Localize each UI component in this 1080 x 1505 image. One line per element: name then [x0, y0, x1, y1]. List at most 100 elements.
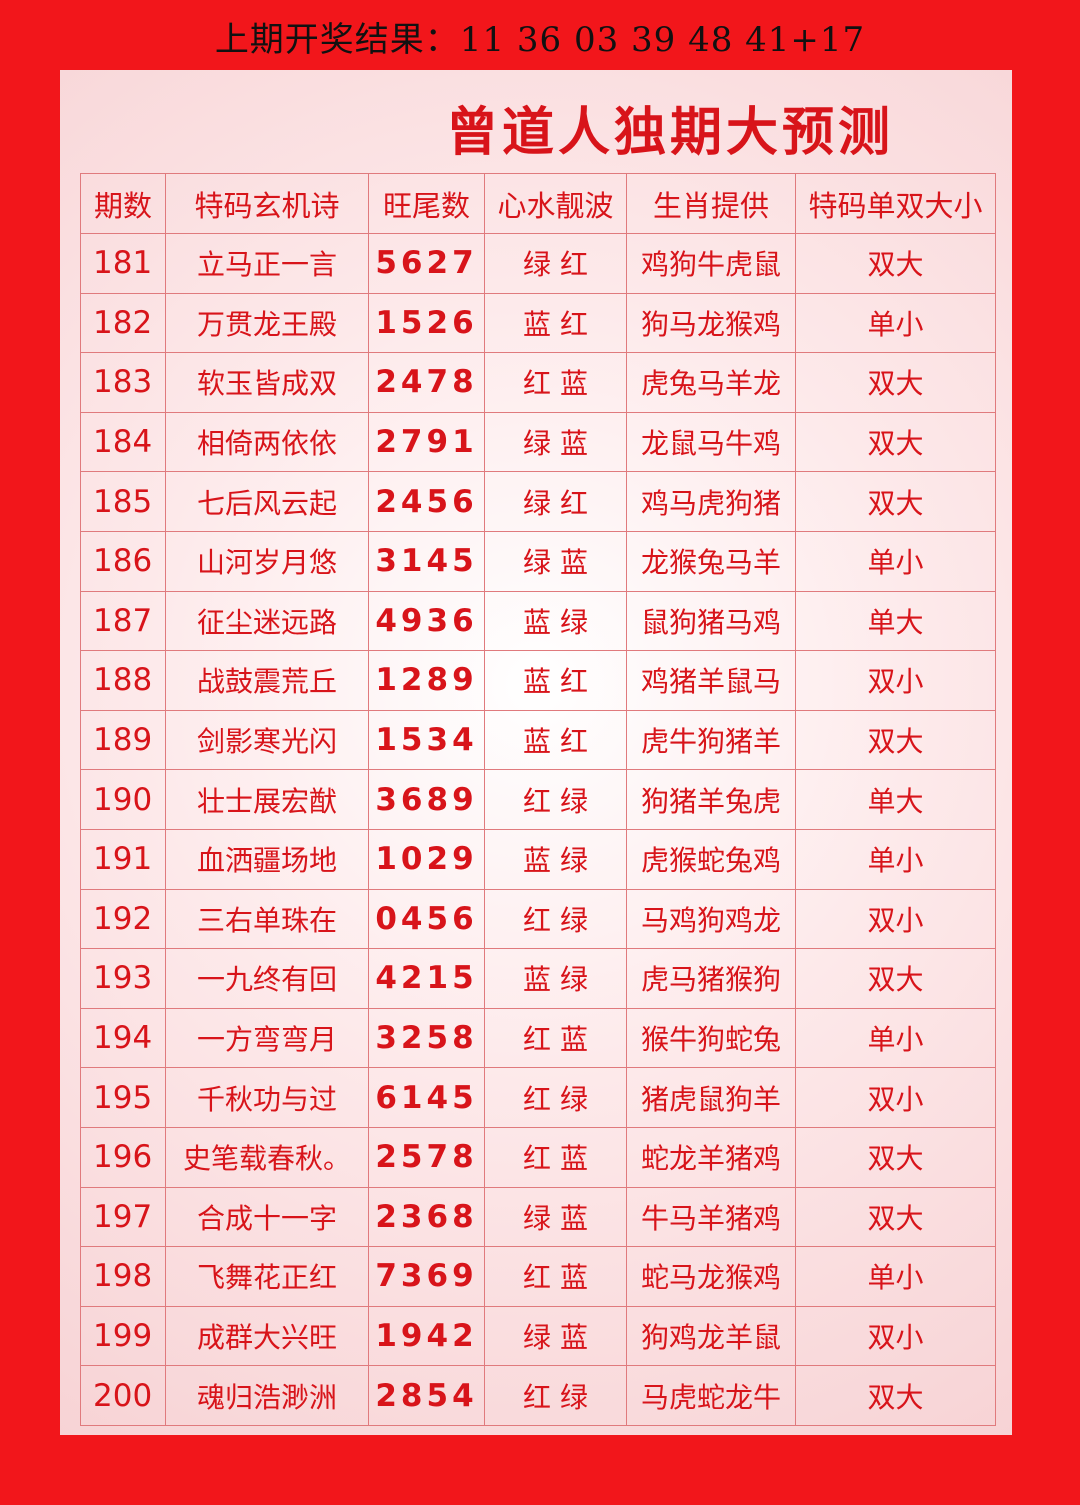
table-cell: 红 蓝: [484, 1126, 627, 1188]
table-cell: 双小: [795, 888, 996, 950]
table-cell: 188: [80, 650, 166, 711]
last-result: 上期开奖结果：11 36 03 39 48 41+17: [214, 20, 866, 60]
table-cell: 蓝 红: [484, 709, 627, 771]
table-cell: 鸡马虎狗猪: [626, 471, 796, 532]
table-cell: 血洒疆场地: [165, 828, 369, 890]
table-cell: 199: [80, 1305, 166, 1367]
column-header: 期数: [80, 173, 166, 234]
table-row: 192 三右单珠在 0456 红 绿马鸡狗鸡龙 双小: [80, 888, 996, 950]
table-cell: 0456: [368, 888, 485, 950]
table-cell: 鸡狗牛虎鼠: [626, 233, 796, 294]
table-cell: 2578: [368, 1126, 485, 1188]
table-cell: 单小: [795, 1007, 996, 1069]
table-cell: 4215: [368, 948, 485, 1009]
table-cell: 182: [80, 292, 166, 354]
table-cell: 3258: [368, 1007, 485, 1069]
table-cell: 壮士展宏猷: [165, 769, 369, 830]
table-row: 196 史笔载春秋。 2578 红 蓝蛇龙羊猪鸡 双大: [80, 1126, 996, 1188]
table-cell: 194: [80, 1007, 166, 1069]
table-cell: 单小: [795, 828, 996, 890]
table-cell: 196: [80, 1126, 166, 1188]
table-row: 182 万贯龙王殿 1526 蓝 红狗马龙猴鸡 单小: [80, 292, 996, 354]
table-cell: 猪虎鼠狗羊: [626, 1067, 796, 1128]
table-cell: 虎牛狗猪羊: [626, 709, 796, 771]
table-cell: 征尘迷远路: [165, 590, 369, 652]
title: 曾道人独期大预测: [445, 102, 894, 163]
table-cell: 猴牛狗蛇兔: [626, 1007, 796, 1069]
table-cell: 史笔载春秋。: [165, 1126, 369, 1188]
table-cell: 蓝 绿: [484, 590, 627, 652]
table-cell: 相倚两依依: [165, 411, 369, 473]
column-header: 特码单双大小: [795, 173, 996, 234]
table-cell: 1942: [368, 1305, 485, 1367]
table-cell: 狗猪羊兔虎: [626, 769, 796, 830]
table-cell: 193: [80, 948, 166, 1009]
table-cell: 红 绿: [484, 888, 627, 950]
table-cell: 飞舞花正红: [165, 1246, 369, 1307]
table-cell: 单小: [795, 292, 996, 354]
table-row: 183 软玉皆成双 2478 红 蓝虎兔马羊龙 双大: [80, 352, 996, 413]
table-cell: 185: [80, 471, 166, 532]
table-cell: 200: [80, 1365, 166, 1426]
table-cell: 197: [80, 1186, 166, 1248]
table-cell: 万贯龙王殿: [165, 292, 369, 354]
table-cell: 183: [80, 352, 166, 413]
table-cell: 192: [80, 888, 166, 950]
table-cell: 双大: [795, 471, 996, 532]
table-cell: 一九终有回: [165, 948, 369, 1009]
table-cell: 蓝 红: [484, 292, 627, 354]
table-cell: 蛇马龙猴鸡: [626, 1246, 796, 1307]
table-cell: 195: [80, 1067, 166, 1128]
table-row: 185 七后风云起 2456 绿 红鸡马虎狗猪 双大: [80, 471, 996, 532]
table-cell: 红 绿: [484, 1365, 627, 1426]
table-row: 188 战鼓震荒丘 1289 蓝 红鸡猪羊鼠马 双小: [80, 650, 996, 711]
table-cell: 双大: [795, 352, 996, 413]
table-cell: 红 绿: [484, 1067, 627, 1128]
table-cell: 187: [80, 590, 166, 652]
column-header: 旺尾数: [368, 173, 485, 234]
table-cell: 绿 红: [484, 471, 627, 532]
table-cell: 双小: [795, 1305, 996, 1367]
table-cell: 狗马龙猴鸡: [626, 292, 796, 354]
table-row: 186 山河岁月悠 3145 绿 蓝龙猴兔马羊 单小: [80, 530, 996, 592]
table-cell: 184: [80, 411, 166, 473]
table-cell: 三右单珠在: [165, 888, 369, 950]
table-cell: 1289: [368, 650, 485, 711]
table-cell: 蛇龙羊猪鸡: [626, 1126, 796, 1188]
table-cell: 单大: [795, 590, 996, 652]
table-cell: 剑影寒光闪: [165, 709, 369, 771]
table-cell: 战鼓震荒丘: [165, 650, 369, 711]
table-cell: 1029: [368, 828, 485, 890]
table-row: 191 血洒疆场地 1029 蓝 绿虎猴蛇兔鸡 单小: [80, 828, 996, 890]
table-cell: 虎马猪猴狗: [626, 948, 796, 1009]
table-cell: 3145: [368, 530, 485, 592]
table-cell: 2791: [368, 411, 485, 473]
table-cell: 红 蓝: [484, 1007, 627, 1069]
table-cell: 红 蓝: [484, 1246, 627, 1307]
table-cell: 191: [80, 828, 166, 890]
table-cell: 双大: [795, 1365, 996, 1426]
table-cell: 红 蓝: [484, 352, 627, 413]
table-cell: 198: [80, 1246, 166, 1307]
table-row: 193 一九终有回 4215 蓝 绿虎马猪猴狗 双大: [80, 948, 996, 1009]
table-cell: 2854: [368, 1365, 485, 1426]
table-cell: 双小: [795, 1067, 996, 1128]
table-cell: 2456: [368, 471, 485, 532]
table-cell: 绿 蓝: [484, 1305, 627, 1367]
table-cell: 合成十一字: [165, 1186, 369, 1248]
table-row: 194 一方弯弯月 3258 红 蓝猴牛狗蛇兔 单小: [80, 1007, 996, 1069]
table-cell: 龙鼠马牛鸡: [626, 411, 796, 473]
table-cell: 双大: [795, 709, 996, 771]
table-cell: 虎猴蛇兔鸡: [626, 828, 796, 890]
table-cell: 蓝 红: [484, 650, 627, 711]
table-cell: 5627: [368, 233, 485, 294]
table-row: 184 相倚两依依 2791 绿 蓝龙鼠马牛鸡 双大: [80, 411, 996, 473]
table-cell: 鸡猪羊鼠马: [626, 650, 796, 711]
table-cell: 蓝 绿: [484, 828, 627, 890]
table-cell: 6145: [368, 1067, 485, 1128]
table-cell: 1526: [368, 292, 485, 354]
table-cell: 马鸡狗鸡龙: [626, 888, 796, 950]
table-cell: 绿 蓝: [484, 411, 627, 473]
table-cell: 4936: [368, 590, 485, 652]
